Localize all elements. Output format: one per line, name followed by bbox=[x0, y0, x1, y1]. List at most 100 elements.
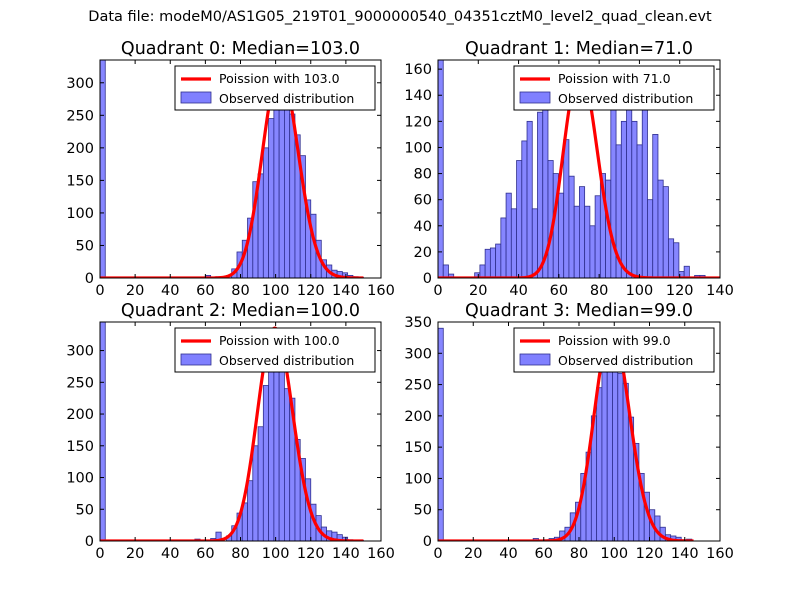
histogram-bar bbox=[510, 208, 517, 278]
x-tick-label: 0 bbox=[433, 283, 442, 299]
histogram-bar bbox=[516, 160, 523, 278]
x-tick-label: 20 bbox=[126, 546, 144, 562]
x-tick-label: 140 bbox=[332, 546, 360, 562]
histogram-bar bbox=[612, 357, 619, 541]
x-tick-label: 140 bbox=[332, 283, 360, 299]
x-tick-label: 80 bbox=[231, 283, 249, 299]
histogram-bar bbox=[620, 120, 627, 278]
legend-label: Observed distribution bbox=[219, 91, 354, 106]
histogram-bar bbox=[442, 264, 449, 278]
legend-label: Poission with 103.0 bbox=[219, 71, 340, 86]
plot-area bbox=[438, 60, 720, 278]
histogram-bar bbox=[284, 388, 291, 541]
x-tick-label: 60 bbox=[535, 546, 553, 562]
y-tick-label: 100 bbox=[66, 471, 94, 487]
histogram-bar bbox=[526, 120, 533, 278]
histogram-bar bbox=[500, 217, 507, 278]
histogram-bar bbox=[537, 111, 544, 278]
y-tick-label: 0 bbox=[423, 271, 432, 287]
y-tick-label: 350 bbox=[404, 315, 432, 331]
subplot-title: Quadrant 2: Median=100.0 bbox=[121, 301, 360, 321]
x-tick-label: 0 bbox=[95, 283, 104, 299]
histogram-bar bbox=[289, 113, 296, 278]
legend: Poission with 103.0 Observed distribution bbox=[174, 65, 376, 111]
histogram-bar bbox=[489, 247, 497, 278]
y-tick-label: 50 bbox=[76, 238, 94, 254]
x-tick-label: 40 bbox=[499, 546, 517, 562]
histogram-bar bbox=[262, 385, 269, 541]
y-tick-label: 40 bbox=[414, 219, 432, 235]
legend-bar-swatch bbox=[519, 353, 551, 366]
y-tick-label: 50 bbox=[414, 503, 432, 519]
axes-frame bbox=[437, 59, 721, 279]
y-tick-label: 140 bbox=[404, 88, 432, 104]
poisson-curve bbox=[438, 327, 695, 541]
poisson-curve bbox=[100, 326, 365, 541]
y-tick-label: 20 bbox=[414, 245, 432, 261]
histogram-bar bbox=[262, 147, 269, 278]
legend-bar-swatch bbox=[180, 91, 212, 104]
legend-label: Observed distribution bbox=[558, 91, 693, 106]
x-tick-label: 160 bbox=[367, 546, 395, 562]
histogram-bar bbox=[495, 243, 502, 278]
figure-title: Data file: modeM0/AS1G05_219T01_90000005… bbox=[88, 9, 712, 25]
x-tick-label: 60 bbox=[196, 283, 214, 299]
histogram-bar bbox=[268, 360, 275, 541]
histogram-bar bbox=[558, 192, 565, 278]
x-tick-label: 120 bbox=[297, 283, 325, 299]
x-tick-label: 40 bbox=[161, 283, 179, 299]
y-tick-label: 100 bbox=[404, 471, 432, 487]
y-tick-label: 0 bbox=[85, 271, 94, 287]
histogram-bar bbox=[601, 359, 608, 541]
legend-label: Poission with 100.0 bbox=[219, 333, 340, 348]
histogram-bar bbox=[563, 139, 570, 278]
x-tick-label: 60 bbox=[550, 283, 568, 299]
subplot-title: Quadrant 1: Median=71.0 bbox=[465, 39, 693, 59]
y-tick-label: 150 bbox=[66, 439, 94, 455]
legend-label: Poission with 99.0 bbox=[558, 333, 671, 348]
x-tick-label: 0 bbox=[95, 546, 104, 562]
legend-label: Observed distribution bbox=[558, 353, 693, 368]
y-tick-label: 150 bbox=[66, 173, 94, 189]
subplot-title: Quadrant 3: Median=99.0 bbox=[465, 301, 693, 321]
histogram-bar bbox=[589, 225, 596, 278]
histogram-bar bbox=[573, 205, 580, 278]
poisson-curve bbox=[100, 67, 365, 278]
histogram-bar bbox=[268, 118, 275, 278]
histogram-bar bbox=[657, 179, 664, 278]
x-tick-label: 120 bbox=[297, 546, 325, 562]
subplot-quadrant-0: 0 20 40 60 80 100 120 140 160 0 50 100 150 200 250 300 Q… bbox=[66, 39, 395, 299]
histogram-bar bbox=[662, 186, 669, 278]
histogram-bar bbox=[641, 105, 648, 278]
y-tick-label: 200 bbox=[66, 141, 94, 157]
histogram-bar bbox=[521, 140, 528, 278]
y-tick-label: 150 bbox=[404, 440, 432, 456]
histogram-bar bbox=[596, 387, 603, 541]
y-tick-label: 0 bbox=[423, 534, 432, 550]
y-tick-label: 120 bbox=[404, 114, 432, 130]
plot-area bbox=[438, 327, 695, 541]
y-tick-label: 250 bbox=[404, 378, 432, 394]
histogram-bar bbox=[273, 92, 280, 278]
histogram-bar bbox=[584, 205, 591, 278]
plot-area bbox=[100, 322, 365, 541]
histogram-bar bbox=[100, 322, 106, 541]
histogram-bar bbox=[568, 175, 575, 278]
y-tick-label: 200 bbox=[404, 409, 432, 425]
y-tick-label: 100 bbox=[66, 206, 94, 222]
x-tick-label: 160 bbox=[367, 283, 395, 299]
histogram-bar bbox=[257, 426, 264, 541]
y-tick-label: 0 bbox=[85, 534, 94, 550]
histogram-bar bbox=[252, 445, 259, 541]
y-tick-label: 60 bbox=[414, 193, 432, 209]
histogram-bar bbox=[438, 60, 444, 278]
x-tick-label: 120 bbox=[636, 546, 664, 562]
histogram-bar bbox=[579, 186, 586, 278]
x-tick-label: 140 bbox=[671, 546, 699, 562]
y-tick-label: 300 bbox=[404, 346, 432, 362]
histogram-bar bbox=[673, 242, 680, 278]
x-tick-label: 80 bbox=[590, 283, 608, 299]
histogram-bar bbox=[668, 238, 675, 278]
x-tick-label: 80 bbox=[570, 546, 588, 562]
histogram-bar bbox=[257, 173, 264, 278]
